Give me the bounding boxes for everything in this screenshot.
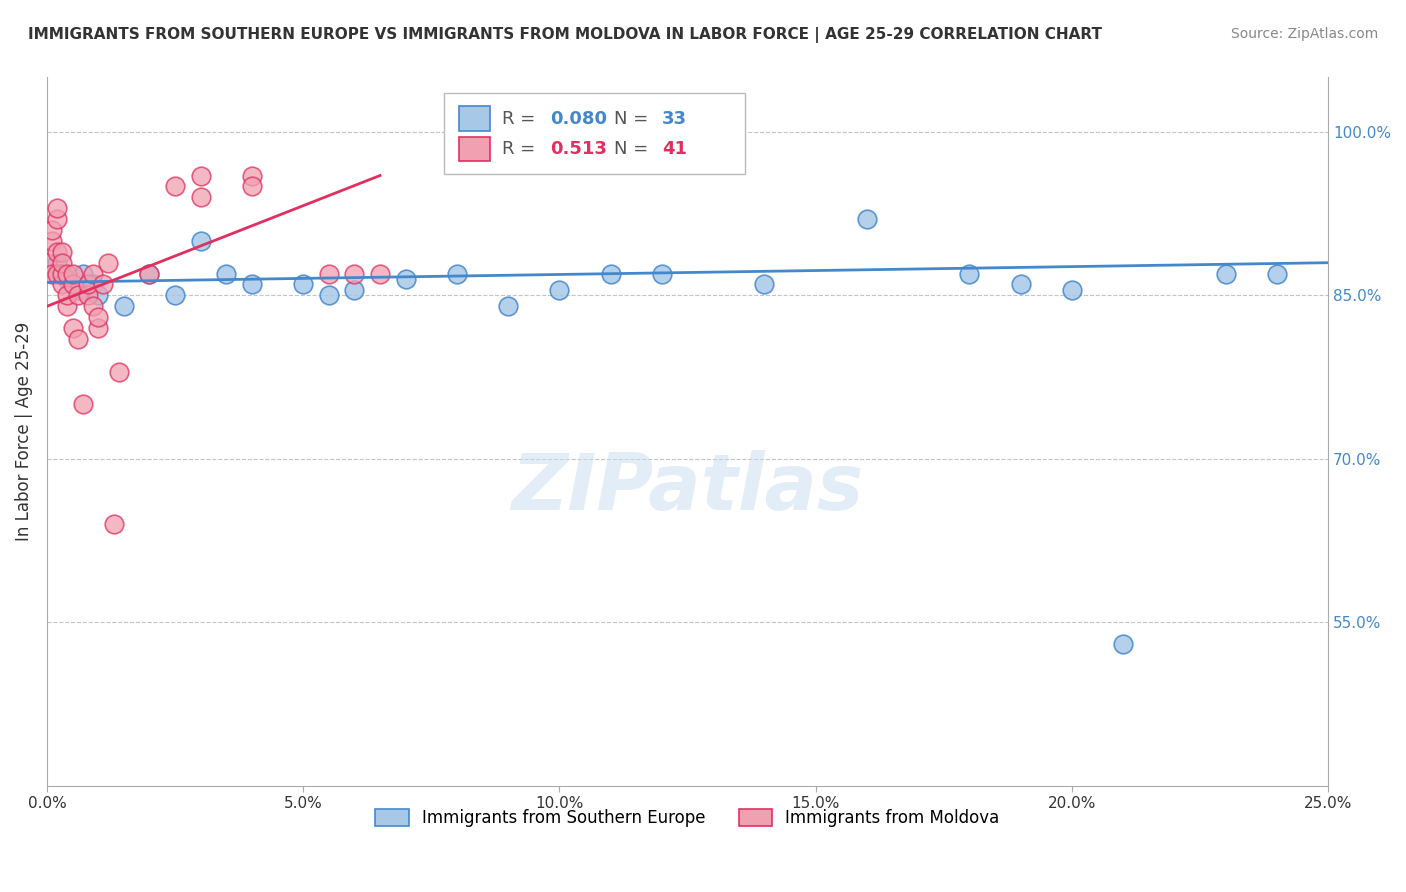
Point xyxy=(46,201,69,215)
Point xyxy=(66,283,89,297)
Point xyxy=(548,283,571,297)
Point xyxy=(72,397,94,411)
Point xyxy=(1060,283,1083,297)
Point xyxy=(62,321,84,335)
Point xyxy=(1112,637,1135,651)
Point xyxy=(138,267,160,281)
Point xyxy=(240,179,263,194)
Point xyxy=(107,365,129,379)
Point xyxy=(163,288,186,302)
Point xyxy=(66,332,89,346)
Point xyxy=(368,267,391,281)
Text: ZIPatlas: ZIPatlas xyxy=(512,450,863,526)
Point xyxy=(91,277,114,292)
Text: R =: R = xyxy=(502,140,534,158)
Point xyxy=(51,256,73,270)
Point xyxy=(77,277,100,292)
Point xyxy=(41,261,63,276)
Point xyxy=(754,277,776,292)
Point xyxy=(103,517,125,532)
Point xyxy=(77,283,100,297)
Legend: Immigrants from Southern Europe, Immigrants from Moldova: Immigrants from Southern Europe, Immigra… xyxy=(368,803,1007,834)
Point xyxy=(87,321,110,335)
Point xyxy=(62,277,84,292)
Point xyxy=(97,256,120,270)
Text: 41: 41 xyxy=(662,140,688,158)
Point xyxy=(190,169,212,183)
Point xyxy=(1010,277,1032,292)
Point xyxy=(46,256,69,270)
Point xyxy=(599,267,621,281)
Point xyxy=(46,267,69,281)
Point xyxy=(292,277,315,292)
Point xyxy=(41,234,63,248)
Point xyxy=(41,267,63,281)
Point xyxy=(62,277,84,292)
Point xyxy=(56,299,79,313)
Point xyxy=(496,299,519,313)
Text: R =: R = xyxy=(502,110,534,128)
Point xyxy=(51,267,73,281)
Text: N =: N = xyxy=(614,140,648,158)
Point xyxy=(66,288,89,302)
Point xyxy=(957,267,980,281)
Point xyxy=(82,277,104,292)
Point xyxy=(46,244,69,259)
Point xyxy=(62,267,84,281)
Text: 33: 33 xyxy=(662,110,688,128)
Point xyxy=(87,310,110,325)
Text: N =: N = xyxy=(614,110,648,128)
Y-axis label: In Labor Force | Age 25-29: In Labor Force | Age 25-29 xyxy=(15,322,32,541)
Point xyxy=(41,223,63,237)
Point xyxy=(1215,267,1237,281)
Point xyxy=(56,288,79,302)
Point xyxy=(446,267,468,281)
Point xyxy=(651,267,673,281)
Point xyxy=(215,267,238,281)
Point xyxy=(318,288,340,302)
Point xyxy=(292,789,315,804)
Point xyxy=(318,267,340,281)
Point xyxy=(72,267,94,281)
Point xyxy=(112,299,135,313)
FancyBboxPatch shape xyxy=(444,93,745,175)
FancyBboxPatch shape xyxy=(460,106,491,130)
Point xyxy=(163,179,186,194)
Point xyxy=(51,244,73,259)
Point xyxy=(82,299,104,313)
Point xyxy=(51,277,73,292)
Point xyxy=(87,288,110,302)
Text: IMMIGRANTS FROM SOUTHERN EUROPE VS IMMIGRANTS FROM MOLDOVA IN LABOR FORCE | AGE : IMMIGRANTS FROM SOUTHERN EUROPE VS IMMIG… xyxy=(28,27,1102,43)
Point xyxy=(56,272,79,286)
Point xyxy=(190,234,212,248)
Text: 0.080: 0.080 xyxy=(550,110,607,128)
FancyBboxPatch shape xyxy=(460,137,491,161)
Point xyxy=(856,212,879,227)
Text: 0.513: 0.513 xyxy=(550,140,607,158)
Point xyxy=(35,256,58,270)
Text: Source: ZipAtlas.com: Source: ZipAtlas.com xyxy=(1230,27,1378,41)
Point xyxy=(240,169,263,183)
Point xyxy=(46,212,69,227)
Point xyxy=(240,277,263,292)
Point xyxy=(56,267,79,281)
Point xyxy=(190,190,212,204)
Point xyxy=(343,283,366,297)
Point xyxy=(138,267,160,281)
Point xyxy=(51,267,73,281)
Point xyxy=(82,267,104,281)
Point xyxy=(77,288,100,302)
Point xyxy=(1265,267,1288,281)
Point xyxy=(395,272,418,286)
Point xyxy=(343,267,366,281)
